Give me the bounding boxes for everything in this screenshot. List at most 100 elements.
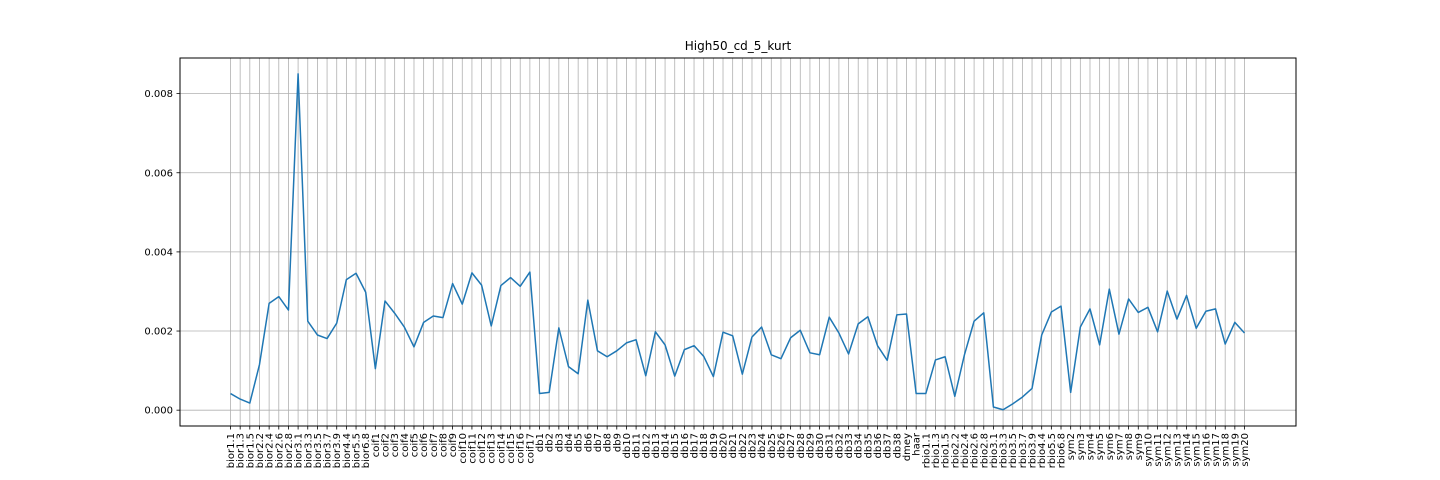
x-tick-label: db31 (825, 433, 836, 458)
x-tick-label: coif6 (419, 433, 430, 457)
x-tick-label: db29 (805, 433, 816, 458)
x-tick-label: db1 (535, 433, 546, 452)
x-tick-label: sym4 (1085, 433, 1096, 460)
x-tick-label: rbio1.1 (921, 433, 932, 468)
y-tick-label: 0.000 (144, 406, 173, 417)
series-line-group (230, 73, 1246, 411)
x-tick-label: coif14 (496, 433, 507, 464)
x-tick-label: coif9 (448, 433, 459, 457)
x-tick-label: sym2 (1066, 433, 1077, 460)
series-line (230, 73, 1246, 411)
y-tick-label: 0.004 (144, 247, 173, 258)
x-tick-label: sym13 (1172, 433, 1183, 467)
x-tick-label: sym10 (1143, 433, 1154, 467)
x-tick-label: bior3.5 (313, 433, 324, 468)
x-tick-label: db37 (883, 433, 894, 458)
x-tick-label: db8 (603, 433, 614, 452)
x-tick-label: bior2.6 (274, 433, 285, 468)
x-tick-label: sym8 (1124, 433, 1135, 460)
x-tick-label: db6 (583, 433, 594, 452)
x-tick-label: haar (912, 432, 923, 456)
x-tick-label: coif13 (487, 433, 498, 464)
y-tick-label: 0.008 (144, 89, 173, 100)
x-tick-label: coif11 (467, 433, 478, 464)
x-tick-label: sym5 (1095, 433, 1106, 460)
x-tick-label: coif5 (409, 433, 420, 457)
chart-title: High50_cd_5_kurt (685, 39, 792, 53)
x-tick-label: db17 (690, 433, 701, 458)
x-tick-label: db19 (709, 433, 720, 458)
x-tick-label: rbio2.4 (960, 433, 971, 468)
x-tick-label: sym3 (1076, 433, 1087, 460)
x-tick-label: bior3.1 (294, 433, 305, 468)
x-tick-label: db27 (786, 433, 797, 458)
x-tick-label: db20 (719, 433, 730, 458)
y-tick-label: 0.006 (144, 168, 173, 179)
x-tick-label: db2 (545, 433, 556, 452)
x-tick-label: db18 (699, 433, 710, 458)
x-tick-label: db5 (574, 433, 585, 452)
x-tick-label: db22 (738, 433, 749, 458)
x-tick-label: bior6.8 (361, 433, 372, 468)
x-tick-label: db3 (554, 433, 565, 452)
x-tick-label: bior3.3 (303, 433, 314, 468)
x-tick-label: dmey (902, 433, 913, 461)
x-tick-label: bior1.3 (236, 433, 247, 468)
x-tick-label: rbio2.6 (970, 433, 981, 468)
x-tick-label: rbio3.7 (1018, 433, 1029, 468)
x-tick-label: rbio1.5 (941, 433, 952, 468)
x-tick-label: bior3.7 (323, 433, 334, 468)
x-tick-label: db13 (651, 433, 662, 458)
x-tick-label: coif12 (477, 433, 488, 464)
x-tick-label: sym9 (1134, 433, 1145, 460)
y-gridlines (180, 93, 1296, 411)
x-tick-label: db21 (728, 433, 739, 458)
x-tick-label: coif17 (525, 433, 536, 464)
y-tick-label: 0.002 (144, 327, 173, 338)
x-tick-label: rbio2.2 (950, 433, 961, 468)
x-tick-label: db28 (796, 433, 807, 458)
x-tick-label: db32 (834, 433, 845, 458)
x-tick-label: rbio3.5 (1008, 433, 1019, 468)
x-tick-label: sym20 (1240, 433, 1251, 467)
x-tick-label: db34 (854, 433, 865, 458)
x-tick-label: rbio2.8 (979, 433, 990, 468)
x-tick-label: db25 (767, 433, 778, 458)
x-tick-label: sym7 (1114, 433, 1125, 460)
x-tick-label: rbio6.8 (1057, 433, 1068, 468)
x-tick-label: db10 (622, 433, 633, 458)
x-tick-label: db14 (661, 433, 672, 458)
x-tick-label: coif10 (458, 433, 469, 464)
x-tick-label: db33 (844, 433, 855, 458)
x-tick-label: coif2 (381, 433, 392, 457)
x-tick-label: bior1.5 (245, 433, 256, 468)
x-tick-label: sym12 (1163, 433, 1174, 467)
x-tick-label: db35 (863, 433, 874, 458)
y-axis: 0.000 0.002 0.004 0.006 0.008 (144, 89, 180, 417)
x-tick-label: bior3.9 (332, 433, 343, 468)
x-tick-label: bior1.1 (226, 433, 237, 468)
x-tick-label: bior4.4 (342, 433, 353, 468)
x-tick-label: rbio1.3 (931, 433, 942, 468)
x-tick-label: bior2.8 (284, 433, 295, 468)
x-tick-label: sym18 (1221, 433, 1232, 467)
x-tick-label: sym19 (1230, 433, 1241, 467)
x-tick-label: coif1 (371, 433, 382, 457)
x-tick-label: bior2.2 (255, 433, 266, 468)
x-tick-label: coif3 (390, 433, 401, 457)
x-tick-label: rbio3.1 (989, 433, 1000, 468)
x-tick-label: bior2.4 (265, 433, 276, 468)
x-tick-label: coif8 (438, 433, 449, 457)
x-tick-label: db24 (757, 433, 768, 458)
x-tick-label: coif15 (506, 433, 517, 464)
x-tick-label: rbio5.5 (1047, 433, 1058, 468)
x-tick-label: sym11 (1153, 433, 1164, 467)
x-tick-label: coif4 (400, 433, 411, 457)
x-tick-label: db36 (873, 433, 884, 458)
x-tick-label: sym17 (1211, 433, 1222, 467)
x-tick-label: sym15 (1192, 433, 1203, 467)
x-tick-label: bior5.5 (352, 433, 363, 468)
x-tick-label: coif7 (429, 433, 440, 457)
